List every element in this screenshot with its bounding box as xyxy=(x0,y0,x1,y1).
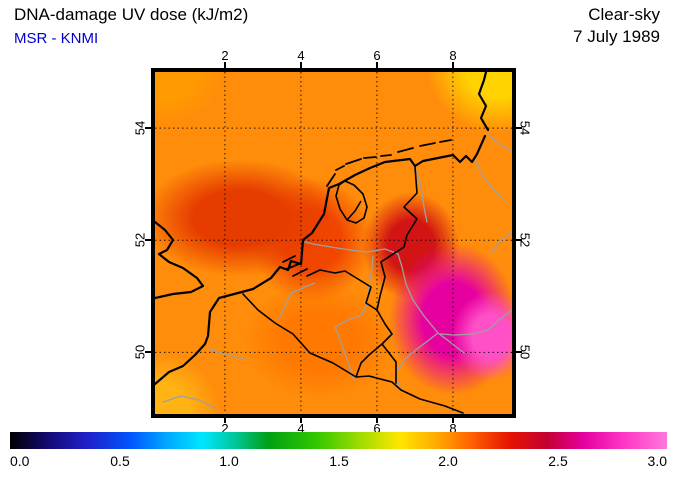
axis-tick xyxy=(145,351,151,354)
lon-tick-label-bottom: 6 xyxy=(373,421,381,436)
graticule xyxy=(155,72,512,414)
lon-tick-label-top: 4 xyxy=(297,48,305,63)
axis-tick xyxy=(516,127,522,130)
date-label: 7 July 1989 xyxy=(573,27,660,46)
colorbar-tick-label: 1.0 xyxy=(219,453,239,469)
axis-tick xyxy=(375,62,378,68)
sky-condition-label: Clear-sky xyxy=(588,5,660,24)
axis-tick xyxy=(516,351,522,354)
axis-tick xyxy=(145,239,151,242)
axis-tick xyxy=(223,418,226,423)
map-frame xyxy=(151,68,516,418)
axis-tick xyxy=(223,62,226,68)
axis-tick xyxy=(516,239,522,242)
wadden-and-delta-islands xyxy=(282,139,452,277)
lon-tick-label-bottom: 8 xyxy=(449,421,457,436)
colorbar-tick-label: 2.0 xyxy=(438,453,458,469)
colorbar-gradient xyxy=(10,432,667,449)
continent-coastline xyxy=(155,72,490,386)
axis-tick xyxy=(451,62,454,68)
colorbar-tick-label: 0.0 xyxy=(10,453,30,469)
rivers xyxy=(162,133,512,409)
colorbar-tick-label: 1.5 xyxy=(329,453,349,469)
axis-tick xyxy=(299,62,302,68)
country-borders xyxy=(242,166,464,414)
lon-tick-label-top: 6 xyxy=(373,48,381,63)
england-coastline xyxy=(155,220,205,300)
colorbar-tick-label: 3.0 xyxy=(647,453,667,469)
lon-tick-label-top: 2 xyxy=(221,48,229,63)
map-overlay-svg xyxy=(155,72,512,414)
lon-tick-label-bottom: 4 xyxy=(297,421,305,436)
ijsselmeer-lake xyxy=(335,180,368,224)
colorbar-tick-label: 0.5 xyxy=(110,453,130,469)
axis-tick xyxy=(451,418,454,423)
axis-tick xyxy=(375,418,378,423)
lon-tick-label-top: 8 xyxy=(449,48,457,63)
colorbar-tick-label: 2.5 xyxy=(548,453,568,469)
page-title: DNA-damage UV dose (kJ/m2) xyxy=(14,5,249,24)
source-label: MSR - KNMI xyxy=(14,30,99,47)
axis-tick xyxy=(145,127,151,130)
axis-tick xyxy=(299,418,302,423)
lon-tick-label-bottom: 2 xyxy=(221,421,229,436)
